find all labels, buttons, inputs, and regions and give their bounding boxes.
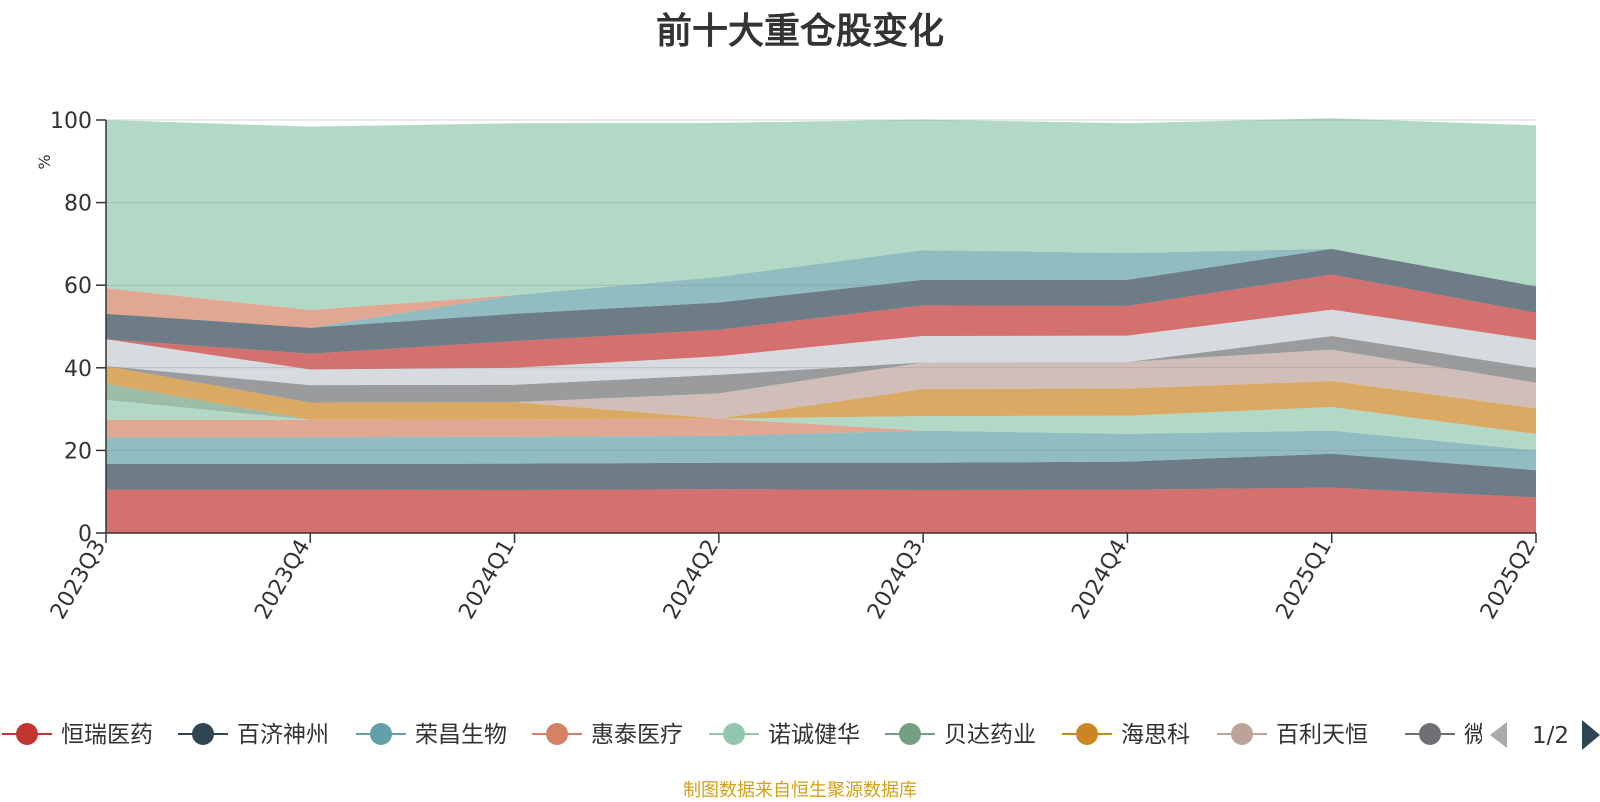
y-tick-label: 60 bbox=[64, 274, 92, 299]
y-tick-label: 80 bbox=[64, 192, 92, 217]
legend-layer: 恒瑞医药 百济神州 荣昌生物 惠泰医疗 诺诚健华 贝达药业 海思科 百利天恒 微 bbox=[2, 722, 1487, 748]
area-series-14 bbox=[106, 248, 1536, 328]
area-series-10 bbox=[106, 309, 1536, 386]
legend-label: 惠泰医疗 bbox=[591, 722, 683, 748]
y-tick-label: 0 bbox=[78, 522, 92, 547]
legend-dot-marker bbox=[370, 723, 392, 745]
legend-dot-marker bbox=[1231, 723, 1253, 745]
legend-item[interactable]: 恒瑞医药 bbox=[2, 722, 153, 748]
y-tick-label: 100 bbox=[50, 109, 92, 134]
legend-pager: 1/2 bbox=[1490, 720, 1600, 750]
legend-page-indicator: 1/2 bbox=[1532, 723, 1569, 749]
x-tick-label: 2025Q1 bbox=[1272, 536, 1337, 624]
area-series-3 bbox=[106, 430, 1536, 471]
area-series-12 bbox=[106, 248, 1536, 354]
chart-title: 前十大重仓股变化 bbox=[655, 11, 944, 52]
legend-label: 百济神州 bbox=[237, 722, 329, 748]
legend-dot-marker bbox=[192, 723, 214, 745]
source-note: 制图数据来自恒生聚源数据库 bbox=[683, 780, 917, 801]
legend-label: 海思科 bbox=[1121, 722, 1190, 748]
legend-label: 诺诚健华 bbox=[768, 722, 860, 748]
legend-label: 贝达药业 bbox=[944, 722, 1036, 748]
area-series-9 bbox=[106, 336, 1536, 403]
legend-dot-marker bbox=[546, 723, 568, 745]
area-series-2 bbox=[106, 453, 1536, 498]
y-axis-unit-label: % bbox=[35, 154, 54, 169]
legend-item[interactable]: 荣昌生物 bbox=[356, 722, 507, 748]
legend-item[interactable]: 海思科 bbox=[1062, 722, 1190, 748]
area-series-1 bbox=[106, 487, 1536, 533]
x-tick-label: 2023Q3 bbox=[46, 536, 111, 624]
legend-dot-marker bbox=[899, 723, 921, 745]
legend-items: 恒瑞医药 百济神州 荣昌生物 惠泰医疗 诺诚健华 贝达药业 海思科 百利天恒 微 bbox=[2, 722, 1487, 748]
x-tick-label: 2024Q4 bbox=[1067, 536, 1132, 624]
area-series-13 bbox=[106, 248, 1536, 328]
x-tick-label: 2023Q4 bbox=[250, 536, 315, 624]
area-layer bbox=[106, 118, 1536, 534]
area-series-4 bbox=[106, 418, 1536, 451]
y-tick-label: 40 bbox=[64, 357, 92, 382]
x-tick-label: 2025Q2 bbox=[1476, 536, 1541, 624]
legend-label: 恒瑞医药 bbox=[61, 722, 153, 748]
legend-label: 微 bbox=[1464, 722, 1487, 748]
legend-next-arrow-icon[interactable] bbox=[1582, 720, 1600, 750]
y-tick-label: 20 bbox=[64, 439, 92, 464]
area-series-11 bbox=[106, 274, 1536, 370]
legend-item[interactable]: 贝达药业 bbox=[885, 722, 1036, 748]
legend-dot-marker bbox=[1076, 723, 1098, 745]
legend-dot-marker bbox=[1419, 723, 1441, 745]
legend-dot-marker bbox=[16, 723, 38, 745]
area-series-15 bbox=[106, 118, 1536, 310]
area-series-8 bbox=[106, 349, 1536, 419]
area-series-7 bbox=[106, 366, 1536, 434]
legend-item[interactable]: 百济神州 bbox=[178, 722, 329, 748]
legend-item[interactable]: 微 bbox=[1405, 722, 1487, 748]
legend-item[interactable]: 百利天恒 bbox=[1217, 722, 1368, 748]
legend-label: 百利天恒 bbox=[1276, 722, 1368, 748]
legend-item[interactable]: 诺诚健华 bbox=[709, 722, 860, 748]
area-series-5 bbox=[106, 400, 1536, 451]
legend-label: 荣昌生物 bbox=[415, 722, 507, 748]
legend-prev-arrow-icon[interactable] bbox=[1490, 722, 1507, 748]
x-tick-label: 2024Q2 bbox=[659, 536, 724, 624]
legend-item[interactable]: 惠泰医疗 bbox=[532, 722, 683, 748]
x-tick-label: 2024Q3 bbox=[863, 536, 928, 624]
legend-dot-marker bbox=[723, 723, 745, 745]
x-tick-label: 2024Q1 bbox=[454, 536, 519, 624]
